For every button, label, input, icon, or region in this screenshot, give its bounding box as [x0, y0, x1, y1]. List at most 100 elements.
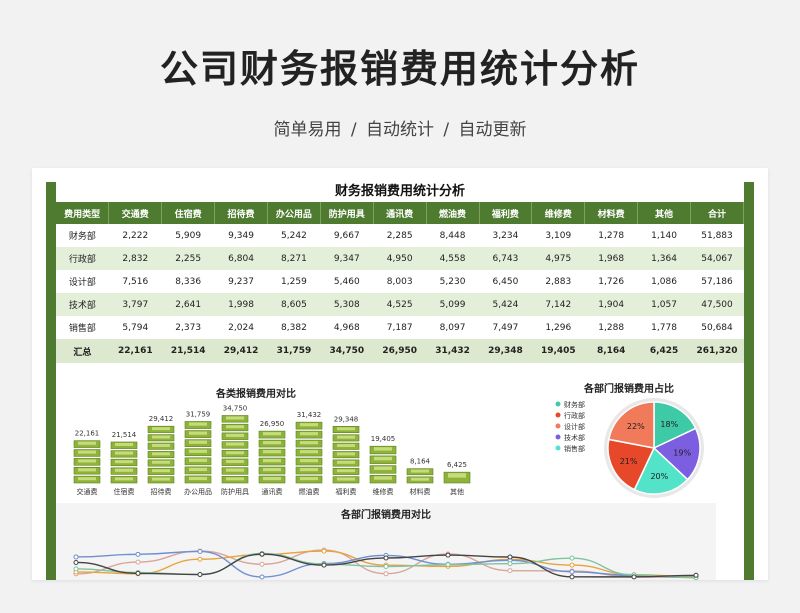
- line-point: [259, 574, 265, 580]
- table-cell: 5,099: [426, 293, 479, 316]
- line-point: [569, 555, 575, 561]
- bar: [295, 421, 323, 484]
- table-cell: 9,667: [333, 230, 360, 241]
- table-cell: 3,234: [492, 230, 519, 241]
- bar-category-label: 办公用品: [184, 487, 212, 496]
- legend-label: 财务部: [564, 400, 585, 409]
- table-cell: 8,336: [175, 276, 202, 287]
- pie-slice: [607, 438, 656, 491]
- bar: [258, 430, 286, 484]
- table-cell: 技术部: [56, 293, 109, 316]
- column-header: 办公用品: [267, 202, 321, 224]
- table-cell: 3,797: [108, 293, 162, 316]
- table-cell: 1,140: [651, 230, 677, 241]
- bar: [332, 426, 360, 484]
- bar: [147, 425, 175, 484]
- table-cell: 4,525: [373, 293, 427, 316]
- line-chart-panel: 各部门报销费用对比: [56, 503, 716, 580]
- line-point: [693, 572, 699, 578]
- table-cell: 1,778: [651, 322, 677, 333]
- table-cell: 5,794: [122, 322, 149, 333]
- line-chart-title: 各部门报销费用对比: [341, 510, 431, 521]
- table-cell: 2,222: [122, 230, 149, 241]
- table-cell: 5,909: [175, 230, 202, 241]
- table-cell: 8,097: [439, 322, 466, 333]
- table-cell: 2,255: [161, 247, 215, 270]
- table-cell: 5,242: [281, 230, 307, 241]
- bar-data-label: 34,750: [223, 405, 248, 413]
- column-header: 维修费: [531, 202, 586, 224]
- sheet-title: 财务报销费用统计分析: [56, 182, 744, 202]
- bar-category-label: 交通费: [77, 487, 98, 496]
- legend-marker: [555, 434, 561, 440]
- line-point: [445, 552, 451, 558]
- line-point: [569, 569, 575, 575]
- table-cell: 1,278: [598, 230, 625, 241]
- line-point: [259, 561, 265, 567]
- table-cell: 2,641: [161, 293, 215, 316]
- summary-cell: 22,161: [108, 339, 162, 363]
- bar-category-label: 招待费: [151, 487, 172, 496]
- table-cell: 4,975: [531, 247, 585, 270]
- table-cell: 1,364: [637, 247, 691, 270]
- table-cell: 5,308: [320, 293, 374, 316]
- table-row: 行政部 2,832 2,255 6,804 8,271 9,347 4,950 4,558 6,…: [56, 247, 744, 270]
- pie-slice: [653, 401, 697, 450]
- table-cell: 4,558: [426, 247, 479, 270]
- table-cell: 1,998: [214, 293, 268, 316]
- line-point: [507, 568, 513, 574]
- bar: [73, 440, 101, 484]
- table-cell: 设计部: [68, 278, 96, 288]
- line-point: [383, 571, 389, 577]
- table-cell: 8,605: [267, 293, 321, 316]
- bar-category-label: 维修费: [373, 487, 394, 496]
- line-point: [73, 554, 79, 560]
- column-header: 招待费: [214, 202, 268, 224]
- bar-category-label: 通讯费: [262, 487, 283, 496]
- table-cell: 4,950: [373, 247, 427, 270]
- table-cell: 8,448: [439, 230, 466, 241]
- table-cell: 6,743: [479, 247, 532, 270]
- pie-data-label: 18%: [660, 420, 678, 429]
- line-point: [135, 551, 141, 557]
- table-cell: 1,296: [545, 322, 572, 333]
- column-header: 其他: [637, 202, 691, 224]
- column-header: 燃油费: [426, 202, 480, 224]
- table-cell: 7,516: [122, 276, 149, 287]
- preview-card: 财务报销费用统计分析 费用类型 交通费 住宿费 招待费 办公用品 防护用具 通讯费 燃油费 福利…: [32, 168, 768, 580]
- table-cell: 50,684: [701, 322, 733, 333]
- hero-title: 公司财务报销费用统计分析: [159, 47, 640, 91]
- summary-cell: 29,412: [214, 339, 268, 363]
- legend-marker: [555, 401, 561, 407]
- pie-slice: [607, 401, 655, 449]
- legend-marker: [555, 423, 561, 429]
- pie-data-label: 19%: [673, 448, 691, 457]
- bar-data-label: 26,950: [260, 420, 285, 428]
- line-point: [135, 570, 141, 576]
- legend-label: 技术部: [564, 433, 585, 442]
- bar-data-label: 29,412: [149, 415, 174, 423]
- line-point: [73, 566, 79, 572]
- bar: [110, 441, 138, 484]
- bar-data-label: 31,759: [186, 410, 211, 418]
- spreadsheet-frame: 财务报销费用统计分析 费用类型 交通费 住宿费 招待费 办公用品 防护用具 通讯费 燃油费 福利…: [46, 182, 754, 580]
- legend-marker: [555, 445, 561, 451]
- bar-data-label: 31,432: [297, 411, 322, 419]
- summary-cell: 261,320: [690, 339, 744, 363]
- line-point: [507, 561, 513, 567]
- table-cell: 2,024: [228, 322, 254, 333]
- table-cell: 1,259: [281, 276, 307, 287]
- pie-data-label: 21%: [620, 457, 638, 466]
- line-point: [135, 559, 141, 565]
- legend-label: 行政部: [564, 411, 585, 420]
- bar-chart: 22,161 交通费 21,514 住宿费 29,412 招待费 31,759 办公用品 34,…: [73, 405, 471, 496]
- summary-cell: 26,950: [373, 339, 427, 363]
- summary-row: 汇总 22,161 21,514 29,412 31,759 34,750 26,950 31…: [56, 339, 744, 363]
- table-cell: 2,285: [386, 230, 413, 241]
- legend-marker: [555, 412, 561, 418]
- line-point: [569, 562, 575, 568]
- column-header: 通讯费: [373, 202, 427, 224]
- bar: [369, 445, 397, 484]
- table-row: 财务部 2,222 5,909 9,349 5,242 9,667 2,285 8,448 3,…: [56, 224, 744, 247]
- table-cell: 1,968: [584, 247, 638, 270]
